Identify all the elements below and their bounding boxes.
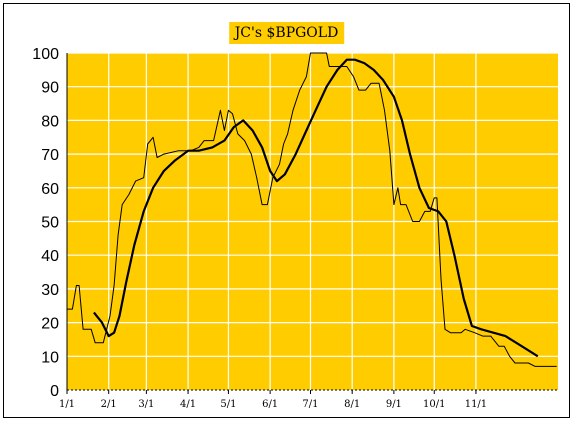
raw-line [67,52,557,367]
y-tick-label: 20 [41,316,59,333]
x-tick-label: 4/1 [180,399,196,410]
x-tick-label: 2/1 [101,399,117,410]
x-tick-label: 9/1 [386,399,402,410]
y-tick-label: 0 [50,383,59,400]
y-tick-label: 60 [41,181,59,198]
x-tick-label: 10/1 [423,399,445,410]
x-tick-label: 3/1 [138,399,154,410]
y-tick-label: 50 [41,215,59,232]
x-tick-label: 7/1 [302,399,318,410]
y-tick-label: 70 [41,147,59,164]
y-tick-label: 40 [41,248,59,265]
x-tick-label: 8/1 [344,399,360,410]
y-tick-label: 30 [41,282,59,299]
smoothed-line [93,58,539,358]
y-tick-label: 10 [41,349,59,366]
chart-title: JC's $BPGOLD [228,22,345,44]
x-tick-label: 5/1 [220,399,236,410]
x-tick-label: 1/1 [59,399,75,410]
y-tick-label: 100 [32,46,59,63]
y-tick-label: 80 [41,113,59,130]
x-tick-label: 6/1 [262,399,278,410]
x-tick-label: 11/1 [465,399,487,410]
y-tick-label: 90 [41,80,59,97]
